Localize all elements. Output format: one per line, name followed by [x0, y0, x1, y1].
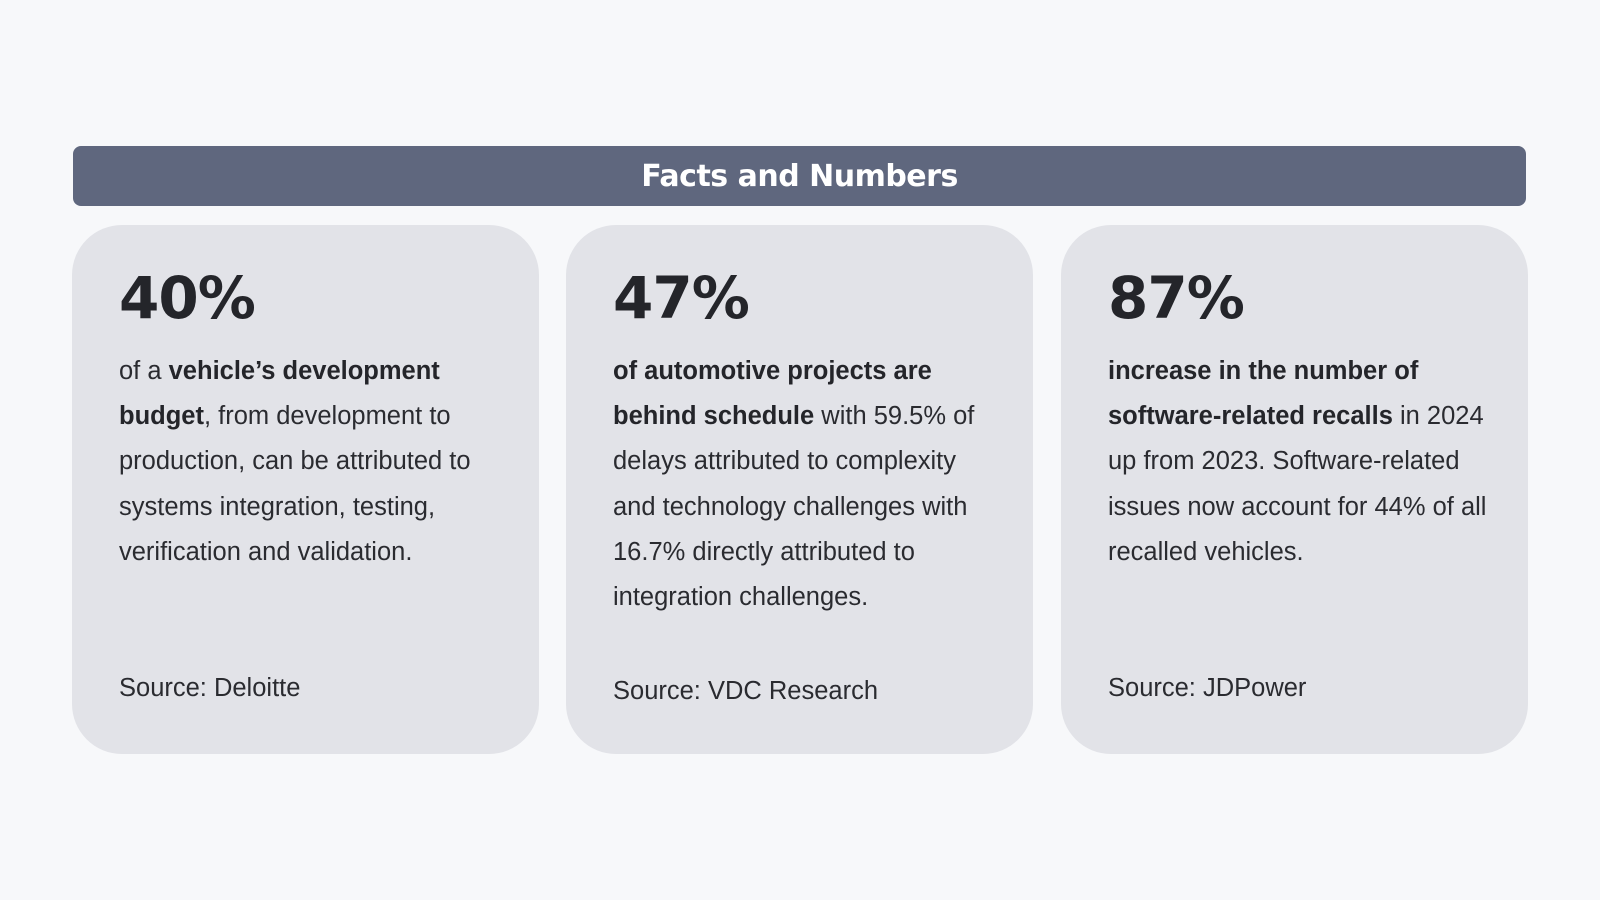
- fact-card-jdpower: 87% increase in the number of software-r…: [1061, 225, 1528, 754]
- fact-rest-text: , from development to production, can be…: [119, 402, 471, 566]
- section-header-banner: Facts and Numbers: [73, 146, 1526, 206]
- fact-card-deloitte: 40% of a vehicle’s development budget, f…: [72, 225, 539, 754]
- fact-description: of a vehicle’s development budget, from …: [119, 349, 499, 575]
- fact-lead-text: of a: [119, 357, 169, 385]
- fact-rest-text: in 2024 up from 2023. Software-related i…: [1108, 402, 1487, 566]
- fact-rest-text: with 59.5% of delays attributed to compl…: [613, 402, 975, 612]
- fact-description: of automotive projects are behind schedu…: [613, 349, 993, 620]
- fact-bold-text: of automotive projects are behind schedu…: [613, 357, 932, 431]
- fact-source: Source: JDPower: [1108, 674, 1307, 702]
- fact-stat: 40%: [119, 264, 256, 332]
- fact-stat: 47%: [613, 264, 750, 332]
- fact-card-vdc-research: 47% of automotive projects are behind sc…: [566, 225, 1033, 754]
- fact-stat: 87%: [1108, 264, 1245, 332]
- fact-description: increase in the number of software-relat…: [1108, 349, 1488, 575]
- fact-bold-text: vehicle’s development budget: [119, 357, 440, 431]
- fact-source: Source: VDC Research: [613, 677, 879, 705]
- fact-source: Source: Deloitte: [119, 674, 301, 702]
- section-title: Facts and Numbers: [641, 158, 958, 194]
- fact-bold-text: increase in the number of software-relat…: [1108, 357, 1419, 431]
